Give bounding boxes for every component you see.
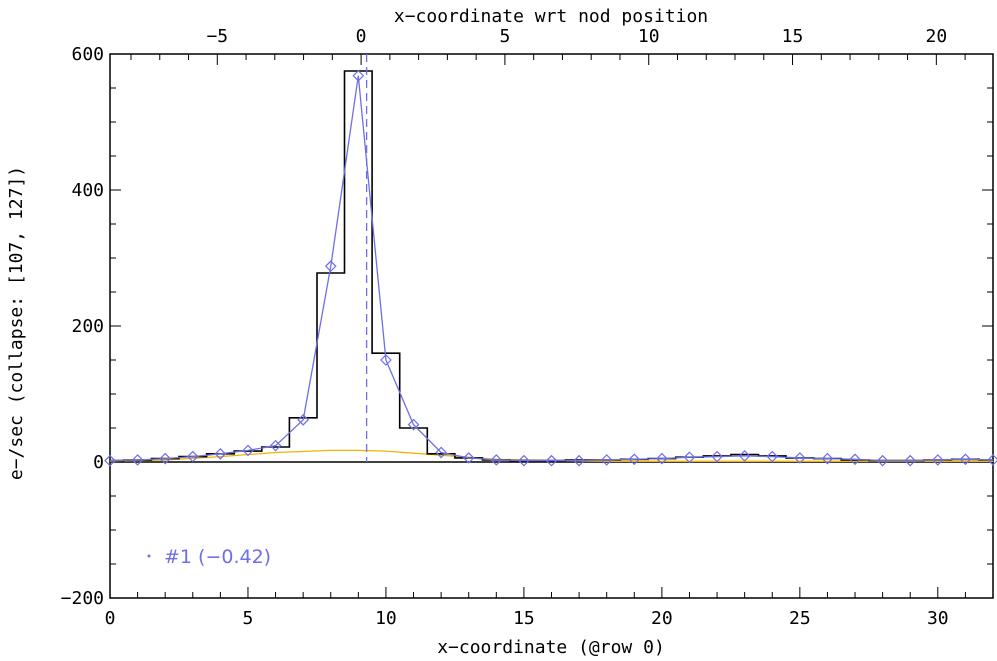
histogram-step-line (110, 70, 993, 462)
series-annotation: #1 (−0.42) (164, 546, 271, 568)
diamond-point (269, 439, 282, 452)
diamond-point (214, 447, 227, 460)
diamond-point (793, 452, 806, 464)
diamond-point (131, 454, 144, 466)
diamond-point (931, 454, 944, 466)
diamond-point (380, 354, 392, 366)
diamond-point (766, 450, 779, 463)
y-tick-label: 400 (71, 180, 104, 201)
diamond-point (849, 453, 861, 466)
x-tick-label: 20 (651, 608, 673, 629)
x-tick-label: 10 (375, 608, 397, 629)
x2-tick-label: 0 (356, 26, 367, 47)
x2-axis-title: x−coordinate wrt nod position (394, 6, 708, 27)
diamond-point (656, 452, 668, 465)
y-tick-label: 200 (71, 316, 104, 337)
axes-frame (109, 53, 994, 599)
diamond-point (186, 450, 199, 463)
diamond-point (490, 454, 503, 466)
y-tick-label: 0 (93, 452, 104, 473)
plot-frame (109, 53, 994, 599)
diamond-point (159, 452, 172, 465)
diamond-point (518, 454, 530, 467)
x2-tick-label: −5 (206, 26, 228, 47)
diamond-point (104, 454, 116, 467)
diamond-point (242, 444, 254, 457)
diamond-point (462, 452, 475, 464)
diamond-point (711, 450, 723, 463)
diamond-point (959, 453, 972, 466)
x-tick-label: 0 (105, 608, 116, 629)
x2-tick-label: 5 (499, 26, 510, 47)
x-axis-title: x−coordinate (@row 0) (437, 637, 665, 658)
diamond-point (435, 446, 447, 459)
diamond-point (683, 451, 696, 464)
series-group (104, 54, 997, 467)
x2-tick-label: 10 (638, 26, 660, 47)
x2-tick-label: 20 (925, 26, 947, 47)
diamond-point (821, 452, 834, 465)
diamond-point (352, 69, 365, 82)
diamond-point (876, 454, 889, 467)
y-axis-title: e−/sec (collapse: [107, 127]) (6, 166, 27, 480)
diamond-point (628, 453, 641, 466)
annotation-marker (147, 554, 151, 558)
x-tick-label: 25 (789, 608, 811, 629)
diamond-point (600, 454, 613, 466)
diamond-point (987, 454, 997, 466)
x-tick-label: 30 (927, 608, 949, 629)
diamond-point (545, 454, 558, 467)
ticks (109, 53, 994, 599)
x-tick-label: 5 (243, 608, 254, 629)
diamond-point (738, 450, 751, 462)
profile-fit-line (109, 75, 994, 462)
x2-tick-label: 15 (782, 26, 804, 47)
diamond-point (297, 413, 310, 426)
diamond-point (573, 454, 585, 467)
y-tick-label: 600 (71, 44, 104, 65)
y-tick-label: −200 (61, 588, 104, 609)
diamond-point (407, 418, 420, 431)
x-tick-label: 15 (513, 608, 535, 629)
diamond-point (324, 260, 337, 273)
diamond-point (904, 454, 917, 467)
